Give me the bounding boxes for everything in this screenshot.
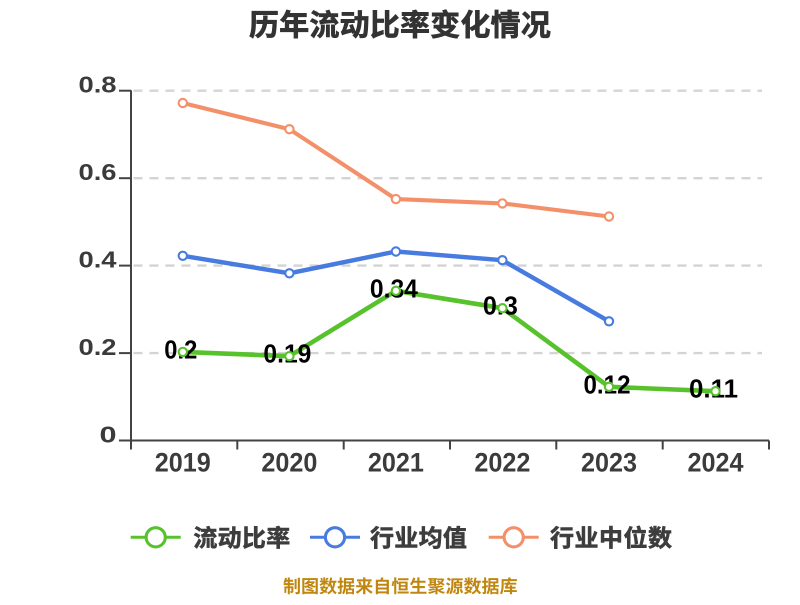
svg-text:2019: 2019	[155, 448, 211, 478]
svg-text:2024: 2024	[688, 448, 744, 478]
svg-text:2021: 2021	[368, 448, 424, 478]
svg-text:0: 0	[100, 422, 117, 448]
svg-text:2020: 2020	[261, 448, 317, 478]
svg-text:2023: 2023	[581, 448, 637, 478]
svg-text:0.6: 0.6	[79, 159, 117, 185]
svg-text:0.4: 0.4	[79, 247, 117, 273]
svg-text:0.2: 0.2	[79, 334, 117, 360]
svg-text:2022: 2022	[474, 448, 530, 478]
svg-text:0.8: 0.8	[79, 72, 117, 98]
